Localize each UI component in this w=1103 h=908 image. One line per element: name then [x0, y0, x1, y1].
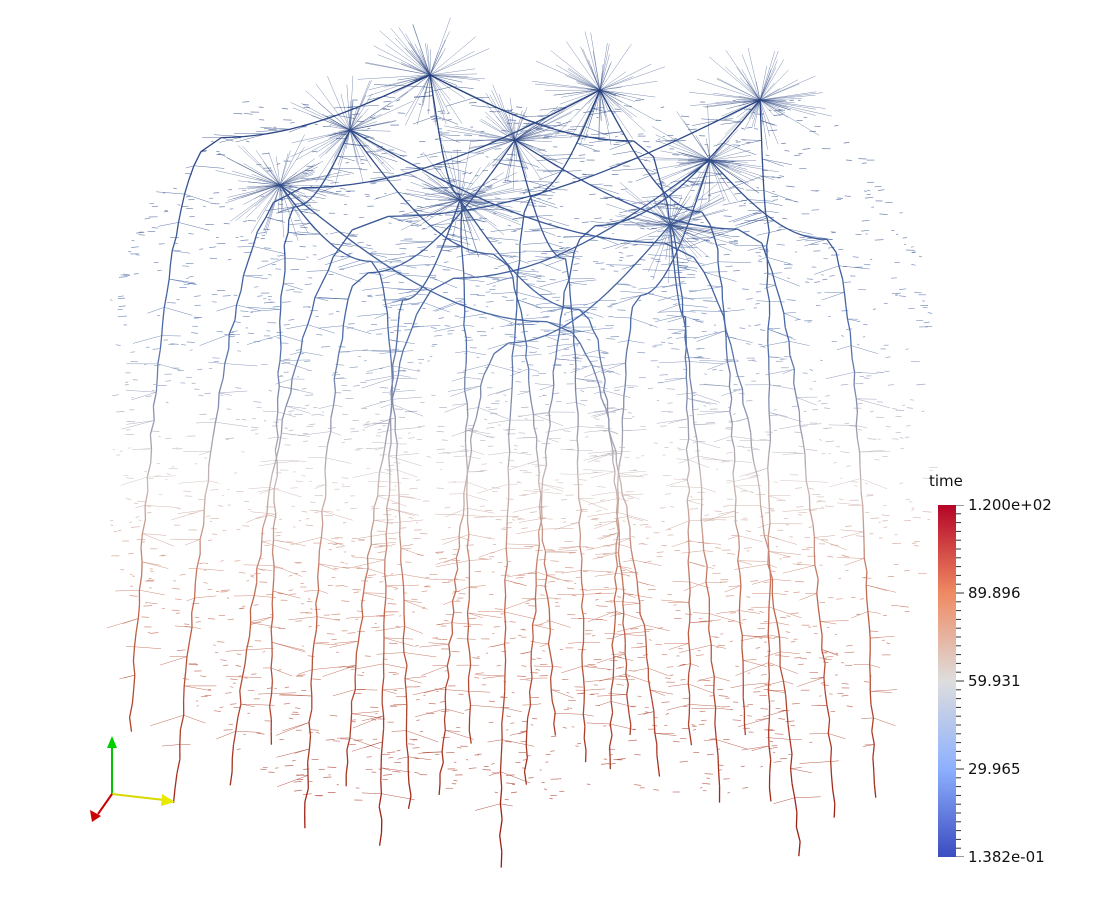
legend-ticks: [956, 505, 964, 857]
z-axis-line: [97, 793, 113, 815]
xyz-orientation-axes-icon[interactable]: [84, 730, 184, 830]
y-axis-arrow-icon: [107, 736, 117, 748]
legend-title: time: [929, 472, 963, 490]
legend-gradient-bar: [938, 505, 956, 857]
legend-label-q1: 29.965: [968, 760, 1021, 778]
color-legend: time 1.200e+02 89.896 59.931 29.965 1.38…: [926, 470, 1076, 870]
legend-label-max: 1.200e+02: [968, 496, 1052, 514]
legend-label-q3: 89.896: [968, 584, 1021, 602]
main-roots: [128, 74, 877, 868]
lateral-roots: [106, 17, 938, 811]
x-axis-arrow-icon: [161, 794, 175, 806]
z-axis-arrow-icon: [90, 810, 101, 822]
legend-label-mid: 59.931: [968, 672, 1021, 690]
x-axis-line: [111, 793, 165, 801]
legend-label-min: 1.382e-01: [968, 848, 1045, 866]
